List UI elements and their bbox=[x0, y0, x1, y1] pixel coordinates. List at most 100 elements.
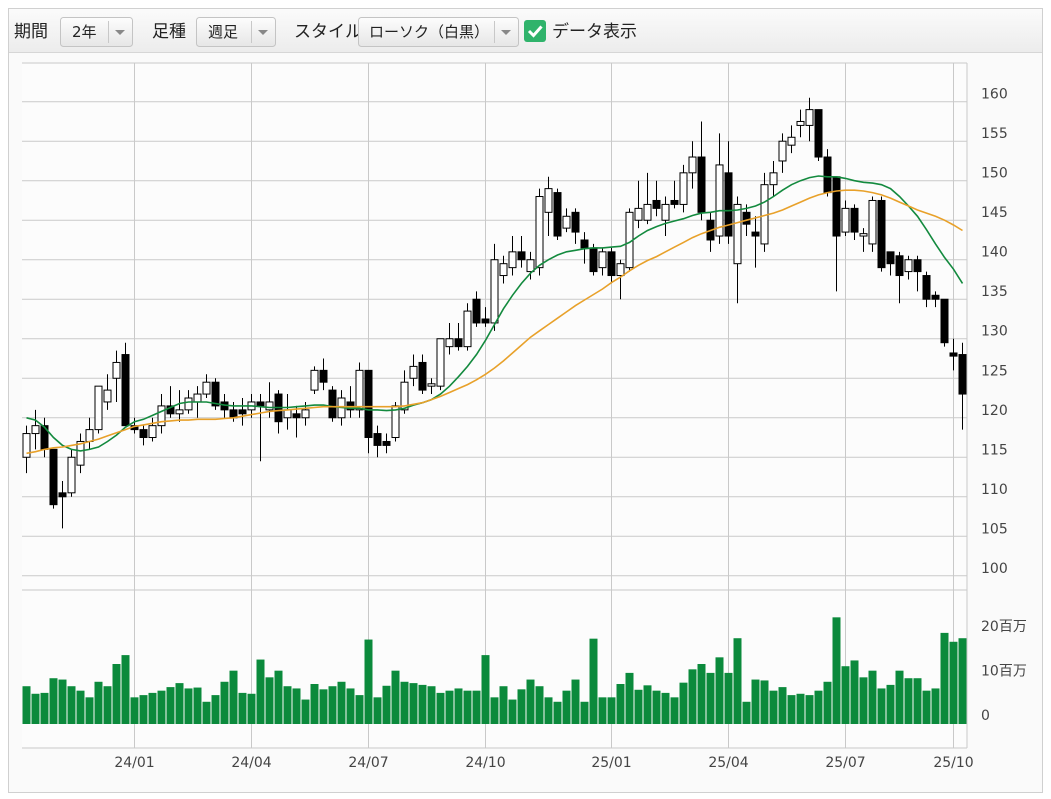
volume-bar bbox=[481, 655, 490, 724]
volume-bar bbox=[94, 681, 103, 724]
volume-bar bbox=[508, 699, 517, 724]
candle-body bbox=[796, 120, 805, 126]
volume-bar bbox=[526, 679, 535, 724]
candle-body bbox=[661, 203, 670, 221]
checkmark bbox=[527, 25, 543, 38]
volume-bar bbox=[931, 688, 940, 724]
candle-body bbox=[787, 136, 796, 146]
volume-bar bbox=[256, 659, 265, 724]
volume-tick-label: 0 bbox=[981, 708, 990, 724]
period-dropdown[interactable]: 2年 bbox=[60, 17, 133, 47]
volume-bar bbox=[292, 688, 301, 724]
candle-body bbox=[355, 369, 364, 411]
volume-bar bbox=[319, 689, 328, 724]
volume-bar bbox=[571, 679, 580, 724]
volume-bar bbox=[274, 670, 283, 724]
volume-bar bbox=[742, 701, 751, 724]
volume-tick-label: 10百万 bbox=[981, 664, 1027, 680]
y-tick-label: 120 bbox=[981, 403, 1008, 419]
interval-value: 週足 bbox=[208, 23, 238, 41]
candle-body bbox=[904, 259, 913, 273]
volume-bar bbox=[301, 699, 310, 724]
data-display-label[interactable]: データ表示 bbox=[552, 21, 637, 42]
y-tick-label: 140 bbox=[981, 245, 1008, 261]
volume-bar bbox=[391, 670, 400, 724]
period-label: 期間 bbox=[14, 22, 48, 42]
y-tick-label: 125 bbox=[981, 363, 1008, 379]
volume-bar bbox=[463, 690, 472, 724]
candle-body bbox=[571, 211, 580, 233]
y-tick-label: 135 bbox=[981, 284, 1008, 300]
volume-bar bbox=[112, 664, 121, 724]
volume-bar bbox=[769, 690, 778, 724]
volume-bar bbox=[193, 687, 202, 724]
volume-tick-label: 20百万 bbox=[981, 619, 1027, 635]
volume-bar bbox=[454, 688, 463, 724]
candle-body bbox=[949, 352, 958, 357]
candle-body bbox=[598, 251, 607, 269]
candle-body bbox=[742, 211, 751, 225]
volume-bar bbox=[31, 693, 40, 724]
volume-bar bbox=[499, 686, 508, 724]
candle-body bbox=[211, 381, 220, 407]
volume-bar bbox=[427, 686, 436, 724]
moving-average-line bbox=[26, 175, 964, 452]
volume-bar bbox=[814, 690, 823, 724]
candle-body bbox=[913, 259, 922, 273]
candle-body bbox=[535, 196, 544, 269]
volume-bar bbox=[751, 679, 760, 724]
candle-body bbox=[895, 255, 904, 277]
candle-body bbox=[328, 389, 337, 419]
candle-body bbox=[769, 172, 778, 186]
candle-body bbox=[643, 203, 652, 221]
y-tick-label: 130 bbox=[981, 324, 1008, 340]
volume-bar bbox=[409, 683, 418, 724]
candle-body bbox=[580, 239, 589, 249]
volume-bar bbox=[148, 692, 157, 724]
volume-bar bbox=[544, 697, 553, 724]
volume-bar bbox=[58, 679, 67, 724]
volume-bar bbox=[859, 677, 868, 724]
interval-dropdown[interactable]: 週足 bbox=[196, 17, 276, 47]
candle-body bbox=[49, 448, 58, 506]
candle-body bbox=[859, 233, 868, 237]
candle-body bbox=[652, 199, 661, 209]
candle-body bbox=[292, 413, 301, 419]
candle-body bbox=[139, 429, 148, 439]
volume-bar bbox=[805, 695, 814, 724]
style-dropdown[interactable]: ローソク（白黒） bbox=[358, 17, 519, 47]
candle-body bbox=[400, 381, 409, 411]
data-checkbox[interactable] bbox=[524, 20, 546, 42]
volume-bar bbox=[85, 697, 94, 724]
candle-body bbox=[814, 109, 823, 158]
moving-average-line bbox=[26, 189, 963, 455]
candle-body bbox=[121, 354, 130, 427]
candle-body bbox=[517, 251, 526, 261]
volume-bar bbox=[616, 684, 625, 724]
volume-bar bbox=[22, 686, 31, 724]
candle-body bbox=[310, 369, 319, 391]
candle-body bbox=[778, 140, 787, 162]
volume-bar bbox=[517, 689, 526, 724]
candle-body bbox=[67, 456, 76, 494]
volume-bar bbox=[724, 672, 733, 724]
candle-body bbox=[373, 433, 382, 446]
volume-bar bbox=[697, 664, 706, 724]
checkbox-box bbox=[524, 20, 546, 42]
volume-bar bbox=[823, 681, 832, 724]
period-value: 2年 bbox=[72, 23, 97, 41]
y-tick-label: 115 bbox=[981, 442, 1008, 458]
style-label: スタイル bbox=[294, 22, 362, 42]
candle-body bbox=[670, 199, 679, 205]
candle-body bbox=[886, 251, 895, 265]
y-tick-label: 105 bbox=[981, 521, 1008, 537]
volume-bar bbox=[625, 672, 634, 724]
candle-body bbox=[94, 385, 103, 431]
volume-bar bbox=[643, 685, 652, 724]
volume-bar bbox=[49, 678, 58, 724]
candle-body bbox=[364, 369, 373, 439]
candle-body bbox=[841, 207, 850, 233]
candle-body bbox=[445, 338, 454, 348]
